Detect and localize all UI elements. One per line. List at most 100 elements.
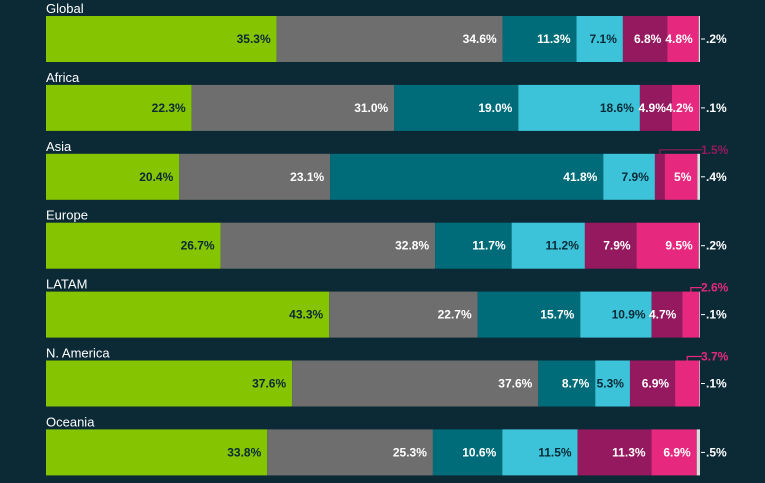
data-label-latam-2: 15.7% [540, 308, 574, 322]
bar-segment-africa-5 [671, 84, 700, 131]
bar-segment-global-6 [698, 16, 700, 62]
bar-segment-africa-6 [699, 84, 700, 131]
callout-leader-n-america [686, 355, 702, 363]
bar-segment-n-america-4 [629, 360, 676, 407]
data-label-asia-1: 23.1% [290, 170, 324, 184]
data-label-asia-3: 7.9% [622, 170, 650, 184]
data-label-global-2: 11.3% [537, 32, 571, 46]
bar-segment-africa-3 [518, 84, 640, 131]
data-label-africa-5: 4.2% [666, 101, 694, 115]
bar-segment-asia-2 [330, 153, 604, 200]
bar-segment-latam-3 [580, 291, 652, 338]
data-label-n-america-6: .1% [706, 377, 727, 391]
data-label-latam-4: 4.7% [649, 308, 677, 322]
data-label-oceania-3: 11.5% [538, 445, 572, 459]
data-label-global-5: 4.8% [665, 32, 693, 46]
data-label-europe-3: 11.2% [546, 239, 580, 253]
bar-segment-latam-4 [651, 291, 683, 338]
bar-segment-europe-6 [698, 222, 700, 269]
bar-segment-oceania-6 [696, 429, 700, 476]
bar-segment-n-america-2 [538, 360, 596, 407]
data-label-global-1: 34.6% [463, 32, 497, 46]
data-label-asia-6: .4% [706, 170, 727, 184]
bar-segment-asia-0 [46, 153, 180, 200]
data-label-oceania-2: 10.6% [462, 445, 496, 459]
bar-segment-oceania-4 [577, 429, 652, 476]
bar-segment-latam-5 [682, 291, 700, 338]
data-label-africa-0: 22.3% [152, 101, 186, 115]
data-label-oceania-4: 11.3% [612, 445, 646, 459]
bar-segment-oceania-2 [432, 429, 503, 476]
data-label-asia-2: 41.8% [563, 170, 597, 184]
bar-segment-europe-4 [584, 222, 637, 269]
region-label-n-america: N. America [46, 346, 110, 361]
bar-segment-africa-2 [394, 84, 519, 131]
data-label-n-america-3: 5.3% [597, 377, 625, 391]
bar-segment-europe-0 [46, 222, 221, 269]
data-label-latam-6: .1% [706, 308, 727, 322]
bar-segment-asia-1 [179, 153, 331, 200]
bar-segment-oceania-0 [46, 429, 268, 476]
bar-segment-latam-6 [699, 291, 700, 338]
bar-segment-n-america-5 [675, 360, 700, 407]
region-label-oceania: Oceania [46, 414, 95, 429]
data-label-n-america-2: 8.7% [562, 377, 590, 391]
bar-segment-europe-3 [511, 222, 585, 269]
bar-segment-latam-2 [477, 291, 581, 338]
region-label-africa: Africa [46, 70, 80, 85]
data-label-europe-0: 26.7% [181, 239, 215, 253]
bar-segment-n-america-6 [699, 360, 700, 407]
bar-segment-global-1 [276, 16, 503, 62]
bar-segment-asia-4 [654, 153, 665, 200]
bar-segment-global-3 [576, 16, 623, 62]
bar-segment-oceania-5 [651, 429, 697, 476]
data-label-global-0: 35.3% [237, 32, 271, 46]
bar-segment-global-4 [622, 16, 668, 62]
data-label-africa-4: 4.9% [639, 101, 667, 115]
data-label-n-america-1: 37.6% [498, 377, 532, 391]
data-label-latam-0: 43.3% [289, 308, 323, 322]
data-label-oceania-6: .5% [706, 445, 727, 459]
data-label-latam-5: 2.6% [701, 281, 729, 295]
data-label-n-america-4: 6.9% [642, 377, 670, 391]
bar-segment-global-5 [667, 16, 699, 62]
data-label-global-4: 6.8% [634, 32, 662, 46]
data-label-europe-5: 9.5% [665, 239, 693, 253]
bar-segment-europe-1 [220, 222, 436, 269]
data-label-asia-4: 1.5% [701, 143, 729, 157]
bar-segment-oceania-1 [267, 429, 433, 476]
bar-segment-asia-3 [603, 153, 655, 200]
data-label-europe-4: 7.9% [603, 239, 631, 253]
bar-segment-europe-5 [636, 222, 699, 269]
data-label-europe-2: 11.7% [472, 239, 506, 253]
data-label-africa-3: 18.6% [600, 101, 634, 115]
data-label-europe-1: 32.8% [395, 239, 429, 253]
data-label-asia-0: 20.4% [139, 170, 173, 184]
data-label-africa-6: .1% [706, 101, 727, 115]
bar-segment-europe-2 [435, 222, 512, 269]
region-label-asia: Asia [46, 139, 72, 154]
bar-segment-africa-1 [191, 84, 395, 131]
data-label-global-6: .2% [706, 32, 727, 46]
data-label-africa-1: 31.0% [354, 101, 388, 115]
callout-leader-asia [659, 149, 702, 156]
bar-segment-africa-0 [46, 84, 192, 131]
data-label-n-america-0: 37.6% [252, 377, 286, 391]
data-label-oceania-1: 25.3% [393, 445, 427, 459]
data-label-asia-5: 5% [674, 170, 692, 184]
bar-segment-latam-0 [46, 291, 330, 338]
bar-segment-asia-6 [697, 153, 700, 200]
bar-segment-n-america-1 [292, 360, 539, 407]
data-label-n-america-5: 3.7% [701, 350, 729, 364]
bar-segment-n-america-3 [595, 360, 630, 407]
data-label-europe-6: .2% [706, 239, 727, 253]
region-label-global: Global [46, 1, 84, 16]
bar-segment-global-2 [502, 16, 577, 62]
data-label-oceania-0: 33.8% [227, 445, 261, 459]
bar-segment-n-america-0 [46, 360, 293, 407]
region-label-latam: LATAM [46, 277, 87, 292]
data-label-global-3: 7.1% [590, 32, 618, 46]
bar-segment-africa-4 [639, 84, 672, 131]
data-label-africa-2: 19.0% [478, 101, 512, 115]
